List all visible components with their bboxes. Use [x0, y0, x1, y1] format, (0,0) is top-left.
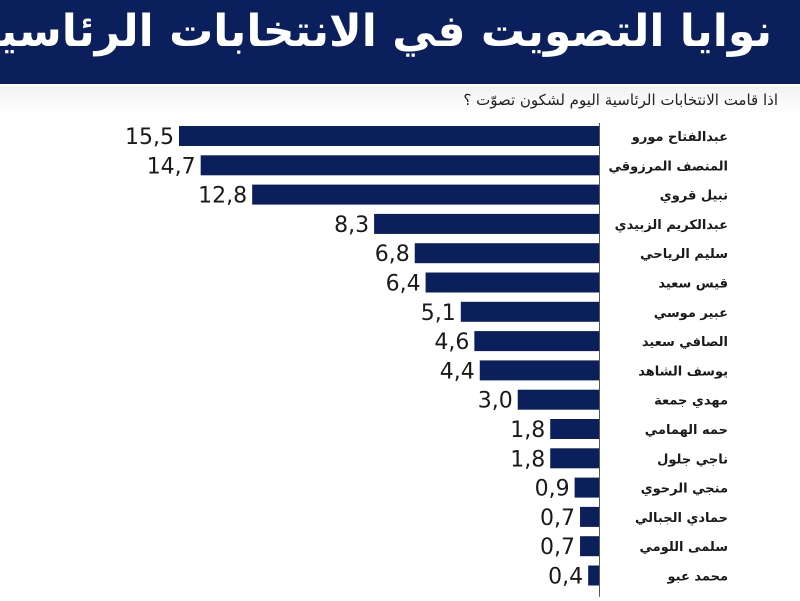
bar [425, 272, 599, 293]
data-label: 0,7 [540, 506, 575, 531]
bar [460, 301, 599, 322]
bar [574, 477, 599, 498]
bar [580, 506, 599, 527]
data-label: 6,4 [386, 272, 421, 297]
data-label: 0,9 [535, 477, 570, 502]
category-label: سلمى اللومي [640, 540, 728, 555]
category-label: عبدالكريم الزبيدي [615, 218, 728, 233]
data-label: 3,0 [478, 389, 513, 414]
data-label: 15,5 [125, 125, 174, 150]
category-label: سليم الرياحي [640, 247, 728, 262]
category-label: نبيل قروي [660, 189, 728, 204]
category-label: ناجي جلول [657, 452, 728, 467]
bar [179, 126, 599, 146]
category-label: عبير موسي [654, 306, 728, 321]
bar [474, 331, 599, 352]
data-label: 4,4 [440, 359, 475, 384]
category-label: يوسف الشاهد [638, 364, 728, 379]
category-label: منجي الرحوي [641, 482, 728, 497]
category-label: المنصف المرزوقي [608, 159, 728, 174]
category-label: عبدالفتاح مورو [631, 130, 728, 145]
bar [414, 243, 599, 264]
data-label: 1,8 [510, 447, 545, 472]
category-label: الصافي سعيد [642, 335, 728, 350]
bar [588, 565, 599, 586]
data-label: 8,3 [334, 213, 369, 238]
subtitle-bar [0, 86, 800, 116]
category-label: حمادي الجبالي [635, 511, 728, 526]
category-label: حمه الهمامي [645, 423, 728, 438]
category-label: مهدي جمعة [654, 394, 728, 409]
data-label: 0,7 [540, 535, 575, 560]
category-label: قيس سعيد [658, 277, 728, 292]
bar [550, 448, 599, 469]
bar [550, 419, 599, 439]
data-label: 5,1 [421, 301, 456, 326]
data-label: 4,6 [434, 330, 469, 355]
title-banner: نوايا التصويت في الانتخابات الرئاسية [0, 0, 800, 84]
data-label: 1,8 [510, 418, 545, 443]
bar [479, 360, 599, 381]
chart-title: نوايا التصويت في الانتخابات الرئاسية [0, 6, 772, 57]
bar [580, 536, 599, 557]
bar [374, 213, 599, 234]
data-label: 0,4 [548, 565, 583, 590]
category-label: محمد عبو [666, 570, 728, 585]
chart-subtitle: اذا قامت الانتخابات الرئاسية اليوم لشكون… [463, 91, 778, 109]
data-label: 14,7 [147, 154, 196, 179]
bar [517, 389, 599, 410]
bar [252, 184, 599, 205]
data-label: 6,8 [375, 242, 410, 267]
data-label: 12,8 [198, 184, 247, 209]
bar [200, 155, 599, 176]
